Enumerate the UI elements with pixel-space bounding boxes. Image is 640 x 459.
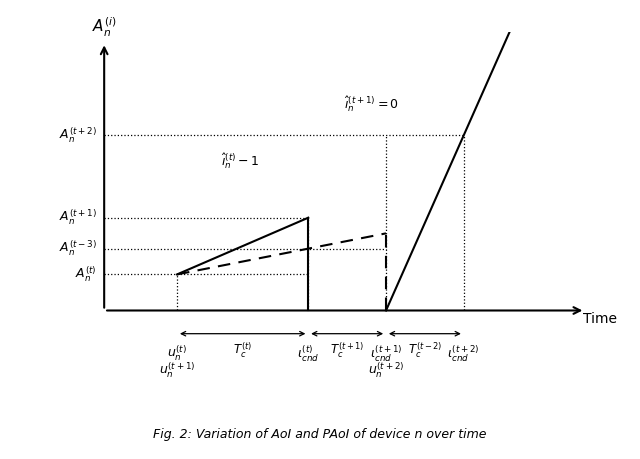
Text: $u_n^{(t+2)}$: $u_n^{(t+2)}$ xyxy=(368,361,404,380)
Text: $A_n^{(t+2)}$: $A_n^{(t+2)}$ xyxy=(59,125,97,145)
Text: $A_n^{(i)}$: $A_n^{(i)}$ xyxy=(92,15,117,39)
Text: $u_n^{(t+1)}$: $u_n^{(t+1)}$ xyxy=(159,361,195,380)
Text: $A_n^{(t)}$: $A_n^{(t)}$ xyxy=(76,265,97,284)
Text: $A_n^{(t+1)}$: $A_n^{(t+1)}$ xyxy=(59,208,97,227)
Text: Time: Time xyxy=(583,312,617,326)
Text: $\hat{\imath}_n^{(t+1)}=0$: $\hat{\imath}_n^{(t+1)}=0$ xyxy=(344,95,399,114)
Text: $T_c^{(t)}$: $T_c^{(t)}$ xyxy=(233,340,252,359)
Text: $\iota_{cnd}^{(t+1)}$: $\iota_{cnd}^{(t+1)}$ xyxy=(370,344,403,364)
Text: $A_n^{(t-3)}$: $A_n^{(t-3)}$ xyxy=(59,239,97,258)
Text: $\iota_{cnd}^{(t+2)}$: $\iota_{cnd}^{(t+2)}$ xyxy=(447,344,480,364)
Text: $T_c^{(t-2)}$: $T_c^{(t-2)}$ xyxy=(408,340,442,359)
Text: $\hat{\imath}_n^{(t)}-1$: $\hat{\imath}_n^{(t)}-1$ xyxy=(221,151,259,171)
Text: $u_n^{(t)}$: $u_n^{(t)}$ xyxy=(167,344,187,364)
Text: $\iota_{cnd}^{(t)}$: $\iota_{cnd}^{(t)}$ xyxy=(297,344,319,364)
Text: Fig. 2: Variation of AoI and PAoI of device n over time: Fig. 2: Variation of AoI and PAoI of dev… xyxy=(153,428,487,441)
Text: $T_c^{(t+1)}$: $T_c^{(t+1)}$ xyxy=(330,340,364,359)
